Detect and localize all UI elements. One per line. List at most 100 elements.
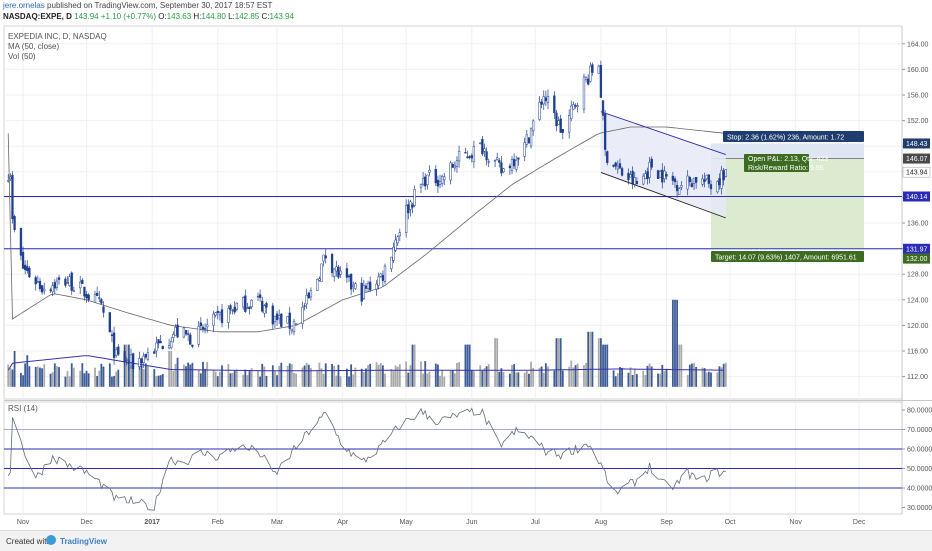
candle-body — [663, 170, 666, 180]
volume-bar — [629, 367, 632, 387]
volume-bar — [449, 370, 452, 387]
candle-body — [398, 232, 401, 237]
volume-bar — [227, 364, 230, 387]
candle-body — [21, 251, 25, 269]
candle-body — [273, 316, 277, 322]
candle-body — [481, 138, 484, 155]
volume-bar — [51, 372, 54, 387]
volume-bar — [396, 366, 399, 387]
candle-body — [686, 175, 689, 190]
publish-text: published on TradingView.com, September … — [47, 1, 273, 10]
volume-bar — [437, 364, 439, 387]
volume-bar — [263, 366, 266, 387]
volume-bar — [466, 344, 469, 387]
volume-bar — [517, 372, 520, 387]
candle-body — [275, 313, 279, 321]
candle-body — [498, 160, 501, 163]
volume-bar — [627, 372, 630, 387]
candle-body — [197, 326, 200, 345]
candle-body — [362, 285, 365, 299]
volume-bar — [676, 299, 678, 387]
candle-body — [466, 156, 469, 159]
volume-bar — [528, 373, 530, 387]
author-link[interactable]: jere.ornelas — [3, 1, 45, 10]
volume-bar — [229, 373, 232, 387]
volume-bar — [293, 373, 295, 387]
volume-bar — [147, 366, 149, 387]
volume-bar — [153, 369, 156, 387]
candle-body — [453, 165, 457, 169]
candle-body — [38, 281, 42, 289]
candle-body — [24, 264, 27, 270]
volume-bar — [98, 370, 101, 387]
volume-bar — [117, 369, 120, 387]
volume-bar — [600, 338, 602, 387]
candle-body — [661, 169, 664, 183]
candle-body — [349, 273, 353, 290]
volume-bar — [214, 371, 217, 387]
candle-body — [438, 181, 442, 185]
x-tick-label: May — [400, 519, 414, 526]
x-tick-label: 2017 — [144, 519, 160, 526]
candle-body — [589, 65, 592, 82]
volume-bar — [303, 365, 306, 387]
volume-bar — [9, 367, 12, 387]
volume-bar — [591, 331, 594, 387]
candle-body — [570, 105, 573, 119]
x-tick-label: Jun — [466, 519, 477, 526]
x-tick-label: Nov — [789, 519, 802, 526]
volume-bar — [555, 338, 558, 387]
volume-bar — [405, 361, 408, 387]
volume-bar — [191, 362, 194, 387]
price-axis-label: 143.94 — [906, 170, 928, 177]
candle-body — [360, 282, 363, 302]
candle-body — [51, 285, 54, 292]
x-tick-label: Apr — [337, 519, 349, 526]
candle-body — [176, 324, 179, 338]
candle-body — [419, 184, 423, 188]
target-zone — [711, 158, 864, 249]
candle-body — [36, 281, 40, 283]
volume-bar — [559, 338, 562, 387]
volume-bar — [525, 370, 528, 387]
candle-body — [642, 175, 645, 185]
candle-body — [612, 164, 615, 167]
volume-bar — [176, 357, 179, 387]
volume-bar — [720, 367, 723, 387]
volume-bar — [494, 338, 496, 387]
volume-bar — [547, 366, 549, 387]
volume-bar — [604, 344, 607, 387]
main-pane-title: EXPEDIA INC, D, NASDAQ — [8, 32, 107, 41]
volume-bar — [350, 364, 353, 387]
volume-bar — [557, 338, 560, 387]
volume-bar — [411, 344, 414, 387]
volume-bar — [265, 375, 268, 387]
candle-body — [246, 307, 249, 309]
volume-bar — [66, 370, 69, 387]
volume-bar — [185, 366, 187, 387]
candle-body — [117, 346, 120, 355]
volume-bar — [458, 362, 460, 387]
candle-body — [220, 309, 224, 323]
volume-bar — [333, 365, 336, 387]
candle-body — [703, 179, 706, 182]
candle-body — [233, 306, 236, 313]
volume-bar — [553, 370, 556, 387]
high-value: 144.80 — [201, 12, 226, 21]
candle-body — [701, 178, 704, 185]
candle-body — [345, 268, 349, 278]
volume-bar — [316, 370, 319, 387]
price-axis-label-box — [903, 191, 930, 202]
volume-bar — [678, 344, 681, 387]
y-tick-label: 136.00 — [907, 221, 929, 228]
candle-body — [483, 148, 486, 152]
volume-bar — [377, 364, 380, 387]
y-tick-label: 160.00 — [907, 67, 929, 74]
volume-bar — [144, 363, 147, 387]
candle-body — [485, 151, 488, 161]
price-axis-label: 132.00 — [906, 256, 928, 263]
candle-body — [292, 320, 296, 333]
price-axis-label-box — [903, 253, 930, 264]
tradingview-link[interactable]: TradingView — [60, 537, 107, 546]
